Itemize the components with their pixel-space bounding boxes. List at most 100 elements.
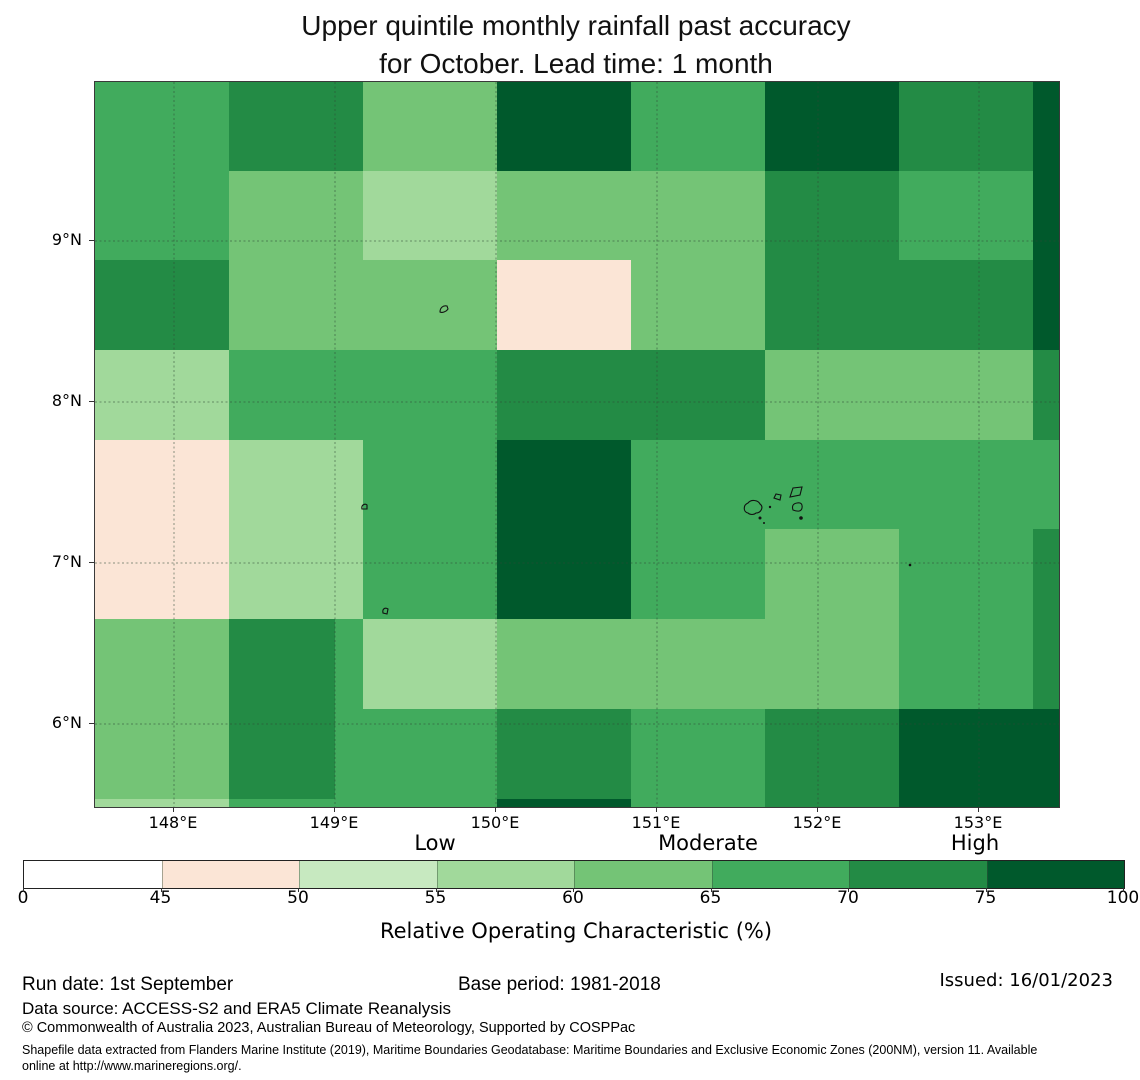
colorbar-tickmark <box>23 888 24 892</box>
colorbar-segment <box>986 861 1124 888</box>
map-cell <box>363 350 497 440</box>
colorbar-tick-label: 45 <box>149 888 172 908</box>
map-cell <box>229 799 363 807</box>
map-cell <box>631 82 765 171</box>
map-cell <box>1033 709 1059 799</box>
map-cell <box>363 171 497 260</box>
chart-title-line1: Upper quintile monthly rainfall past acc… <box>301 10 851 41</box>
map-cell <box>1033 619 1059 709</box>
x-axis-tickmark <box>817 807 818 812</box>
map-cell <box>765 799 899 807</box>
y-axis-tickmark <box>89 723 94 724</box>
map-cell <box>229 171 363 260</box>
colorbar-tickmark <box>160 888 162 892</box>
colorbar-tick-label: 55 <box>424 888 447 908</box>
colorbar-tickmark <box>848 888 849 892</box>
issued-date-text: Issued: 16/01/2023 <box>939 970 1113 991</box>
chart-title-line2: for October. Lead time: 1 month <box>379 48 773 79</box>
map-cell <box>899 82 1033 171</box>
map-cell <box>631 171 765 260</box>
colorbar-tick-label: 50 <box>287 888 309 908</box>
map-cell <box>229 440 363 529</box>
map-cell <box>899 799 1033 807</box>
map-axes <box>94 81 1060 808</box>
map-cell <box>765 619 899 709</box>
map-cell <box>899 260 1033 350</box>
map-cell <box>363 440 497 529</box>
colorbar-tick-label: 60 <box>562 888 584 908</box>
map-cell <box>765 529 899 619</box>
map-cell <box>229 82 363 171</box>
colorbar-segment <box>711 861 849 888</box>
colorbar-tick-label: 100 <box>1106 888 1140 908</box>
x-tick-label: 152°E <box>792 813 842 832</box>
map-cell <box>363 709 497 799</box>
data-source-text: Data source: ACCESS-S2 and ERA5 Climate … <box>22 999 451 1018</box>
map-cell <box>497 529 631 619</box>
map-cell <box>765 350 899 440</box>
y-axis-tickmark <box>89 401 94 402</box>
y-tick-label: 6°N <box>51 713 82 732</box>
map-cell <box>765 440 899 529</box>
map-cell <box>229 529 363 619</box>
map-cell <box>95 709 229 799</box>
map-cell <box>497 350 631 440</box>
map-cell <box>497 440 631 529</box>
map-cell <box>1033 82 1059 171</box>
map-cell <box>363 529 497 619</box>
colorbar-segment <box>849 861 987 888</box>
colorbar-tickmark <box>435 888 437 892</box>
map-cell-overlay <box>335 619 363 799</box>
x-axis-tickmark <box>173 807 174 812</box>
x-tick-label: 151°E <box>631 813 681 832</box>
map-cell <box>497 709 631 799</box>
map-cell <box>229 260 363 350</box>
map-cell <box>95 82 229 171</box>
map-cell <box>497 260 631 350</box>
colorbar-segment <box>436 861 574 888</box>
map-cell <box>497 171 631 260</box>
map-cell <box>95 260 229 350</box>
map-cell <box>95 171 229 260</box>
map-cell <box>765 171 899 260</box>
map-cell <box>95 529 229 619</box>
map-cell <box>899 709 1033 799</box>
colorbar-tickmark <box>1123 888 1124 892</box>
colorbar-axis-label: Relative Operating Characteristic (%) <box>379 919 773 943</box>
colorbar-tickmark <box>985 888 987 892</box>
colorbar-tick-label: 75 <box>974 888 997 908</box>
y-tick-label: 8°N <box>51 391 82 410</box>
y-tick-label: 9°N <box>51 230 82 249</box>
map-cell <box>631 529 765 619</box>
map-cell <box>765 260 899 350</box>
x-axis-tickmark <box>656 807 657 812</box>
shapefile-attribution-line2: online at http://www.marineregions.org/. <box>22 1059 242 1073</box>
map-cell <box>899 440 1033 529</box>
map-cell <box>631 440 765 529</box>
map-cell <box>631 799 765 807</box>
map-cell <box>631 260 765 350</box>
x-axis-tickmark <box>495 807 496 812</box>
map-cell <box>363 82 497 171</box>
x-axis-tickmark <box>978 807 979 812</box>
map-cell <box>899 171 1033 260</box>
map-cell <box>899 350 1033 440</box>
colorbar-segment <box>161 861 299 888</box>
map-cell <box>765 709 899 799</box>
x-tick-label: 153°E <box>953 813 1003 832</box>
map-cell <box>899 529 1033 619</box>
map-cell <box>1033 350 1059 440</box>
colorbar-tick-label: 0 <box>17 888 29 908</box>
colorbar-tickmark <box>573 888 574 892</box>
colorbar-band-label: Low <box>414 831 456 855</box>
y-tick-label: 7°N <box>51 552 82 571</box>
colorbar-tick-label: 65 <box>699 888 722 908</box>
colorbar-segment <box>299 861 437 888</box>
map-cell <box>631 350 765 440</box>
map-cell <box>363 799 497 807</box>
x-tick-label: 150°E <box>470 813 520 832</box>
colorbar-segment <box>574 861 712 888</box>
map-cell <box>1033 171 1059 260</box>
map-cell <box>497 619 631 709</box>
